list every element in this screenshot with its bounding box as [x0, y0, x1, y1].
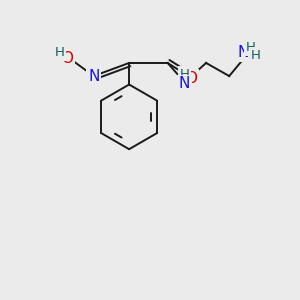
- Text: H: H: [250, 49, 260, 62]
- Text: H: H: [55, 46, 65, 59]
- Text: N: N: [179, 76, 190, 91]
- Text: N: N: [237, 45, 249, 60]
- Text: O: O: [61, 51, 74, 66]
- Text: N: N: [88, 68, 99, 83]
- Text: O: O: [185, 71, 197, 86]
- Text: H: H: [180, 68, 190, 81]
- Text: H: H: [246, 41, 256, 54]
